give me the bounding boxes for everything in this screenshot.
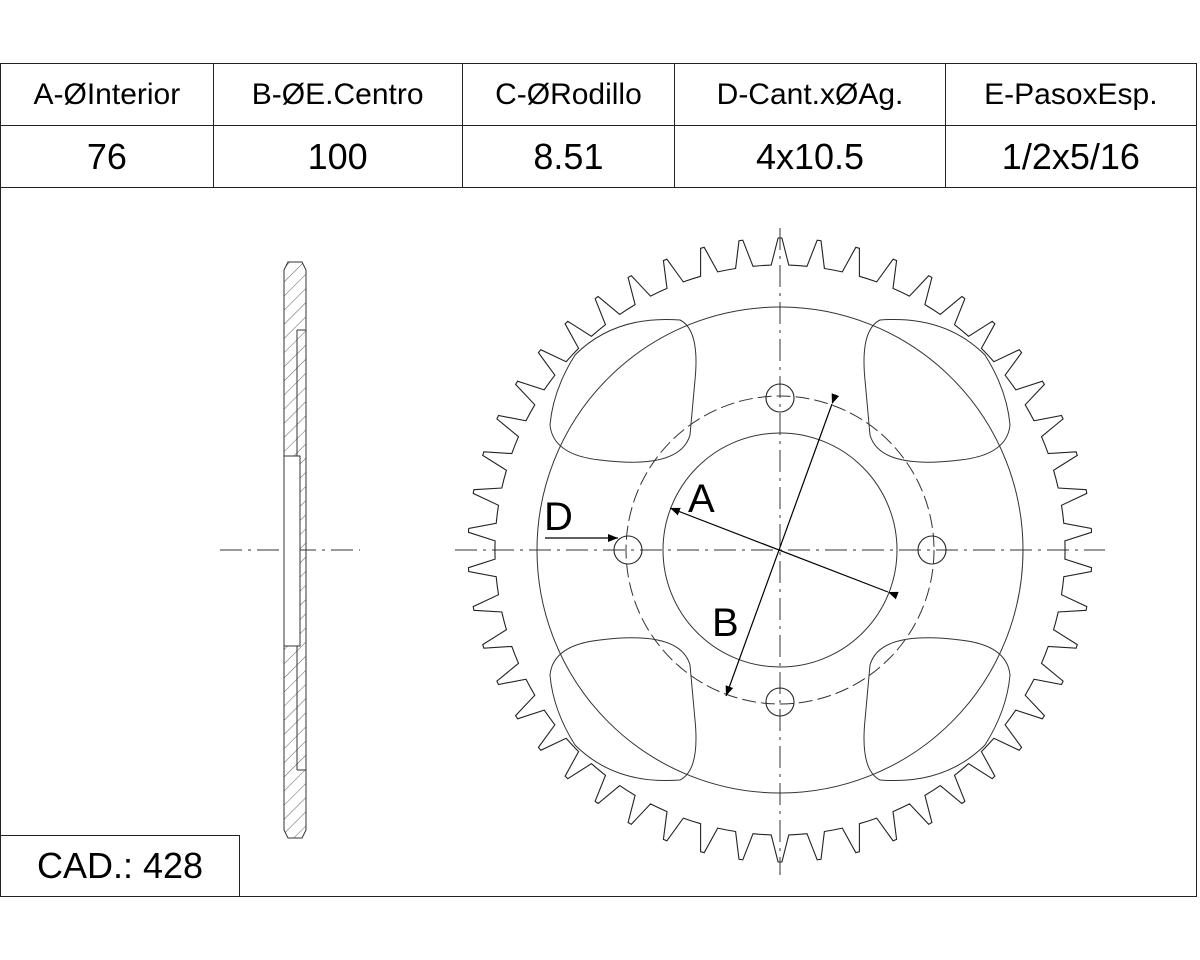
header-holes: D-Cant.xØAg. xyxy=(674,63,946,126)
value-pitch-thickness: 1/2x5/16 xyxy=(944,125,1198,188)
header-pitch-thickness: E-PasoxEsp. xyxy=(944,63,1198,126)
side-hub-bore xyxy=(283,455,301,647)
value-holes: 4x10.5 xyxy=(674,125,946,188)
header-inner-diameter: A-ØInterior xyxy=(0,63,214,126)
spec-header-row: A-ØInterior B-ØE.Centro C-ØRodillo D-Can… xyxy=(0,63,1198,126)
lightening-hole-br xyxy=(863,637,1011,782)
value-bolt-circle: 100 xyxy=(212,125,463,188)
side-view xyxy=(220,261,360,839)
cad-label: CAD.: 428 xyxy=(0,835,240,897)
lightening-holes xyxy=(549,318,1011,782)
spec-value-row: 76 100 8.51 4x10.5 1/2x5/16 xyxy=(0,125,1198,188)
front-view: A B D xyxy=(455,228,1105,875)
label-b: B xyxy=(712,601,739,645)
value-roller-diameter: 8.51 xyxy=(461,125,676,188)
label-d: D xyxy=(544,495,573,539)
sprocket-teeth-outline xyxy=(467,237,1093,863)
label-a: A xyxy=(688,477,715,521)
lightening-hole-tl xyxy=(549,318,697,463)
bolt-hole-left xyxy=(613,535,643,565)
spec-table: A-ØInterior B-ØE.Centro C-ØRodillo D-Can… xyxy=(0,63,1198,188)
value-inner-diameter: 76 xyxy=(0,125,214,188)
header-bolt-circle: B-ØE.Centro xyxy=(212,63,463,126)
web-outer-circle xyxy=(536,306,1024,794)
dimension-b-line xyxy=(725,393,840,697)
header-roller-diameter: C-ØRodillo xyxy=(461,63,676,126)
lightening-hole-tr xyxy=(863,318,1011,463)
lightening-hole-bl xyxy=(549,637,697,782)
bolt-hole-right xyxy=(917,535,947,565)
